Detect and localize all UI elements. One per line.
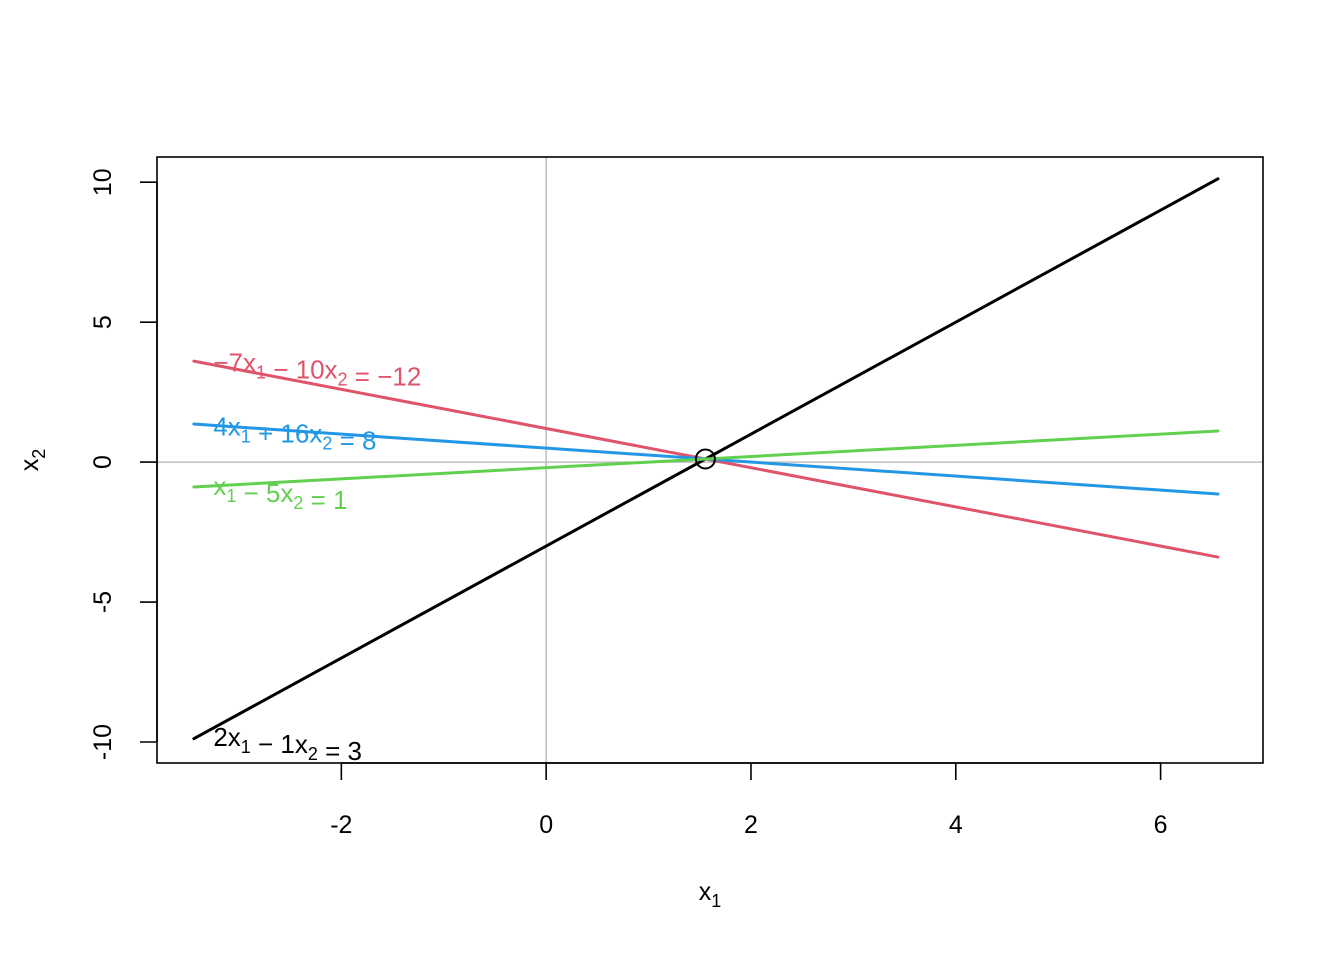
marker-layer	[694, 448, 716, 470]
equation-label-2: −7x1 − 10x2 = −12	[213, 348, 421, 392]
equation-label-subscript: 2	[338, 370, 348, 390]
y-tick-label: 0	[89, 455, 117, 469]
y-tick-label: 10	[89, 168, 117, 196]
y-axis-title-base: x	[16, 458, 44, 471]
equation-label-subscript: 1	[256, 363, 266, 383]
equation-label-subscript: 2	[308, 744, 318, 764]
intersection-point	[694, 448, 716, 470]
y-axis: -10 -5 0 5 10	[89, 168, 158, 760]
equation-label-part: = 1	[303, 485, 347, 515]
x-axis-title-subscript: 1	[711, 891, 721, 911]
equation-label-subscript: 2	[293, 493, 303, 513]
equation-label-part: 4x	[213, 411, 240, 441]
y-tick-label: 5	[89, 315, 117, 329]
reference-lines	[157, 157, 1263, 763]
x-tick-label: 6	[1154, 811, 1168, 839]
x-axis: -2 0 2 4 6	[330, 762, 1168, 839]
equation-label-part: x	[213, 471, 226, 501]
equation-label-part: = 8	[332, 425, 376, 455]
x-tick-label: 0	[539, 811, 553, 839]
x-axis-title-base: x	[699, 878, 712, 906]
equation-label-4: x1 − 5x2 = 1	[213, 471, 347, 515]
equation-label-part: −7x	[213, 348, 256, 378]
x-axis-title: x1	[699, 878, 722, 911]
equation-label-part: − 1x	[251, 729, 308, 759]
y-tick-label: -10	[89, 724, 117, 760]
x-tick-label: 2	[744, 811, 758, 839]
equation-label-subscript: 1	[226, 486, 236, 506]
equation-label-part: = −12	[348, 362, 422, 392]
equation-label-part: − 10x	[266, 355, 338, 385]
x-tick-label: 4	[949, 811, 963, 839]
equation-label-part: − 5x	[236, 478, 293, 508]
equation-label-part: 2x	[213, 722, 240, 752]
equation-label-3: 4x1 + 16x2 = 8	[213, 411, 376, 455]
y-tick-label: -5	[89, 591, 117, 613]
equation-label-1: 2x1 − 1x2 = 3	[213, 722, 362, 766]
series-lines	[192, 177, 1220, 741]
equation-label-subscript: 1	[241, 737, 251, 757]
y-axis-title: x2	[16, 449, 49, 472]
equation-label-subscript: 1	[241, 426, 251, 446]
x-tick-label: -2	[330, 811, 352, 839]
series-line-4	[192, 429, 1220, 489]
equation-label-subscript: 2	[322, 433, 332, 453]
y-axis-title-subscript: 2	[29, 449, 49, 459]
equation-label-part: + 16x	[251, 418, 323, 448]
equation-label-part: = 3	[318, 736, 362, 766]
